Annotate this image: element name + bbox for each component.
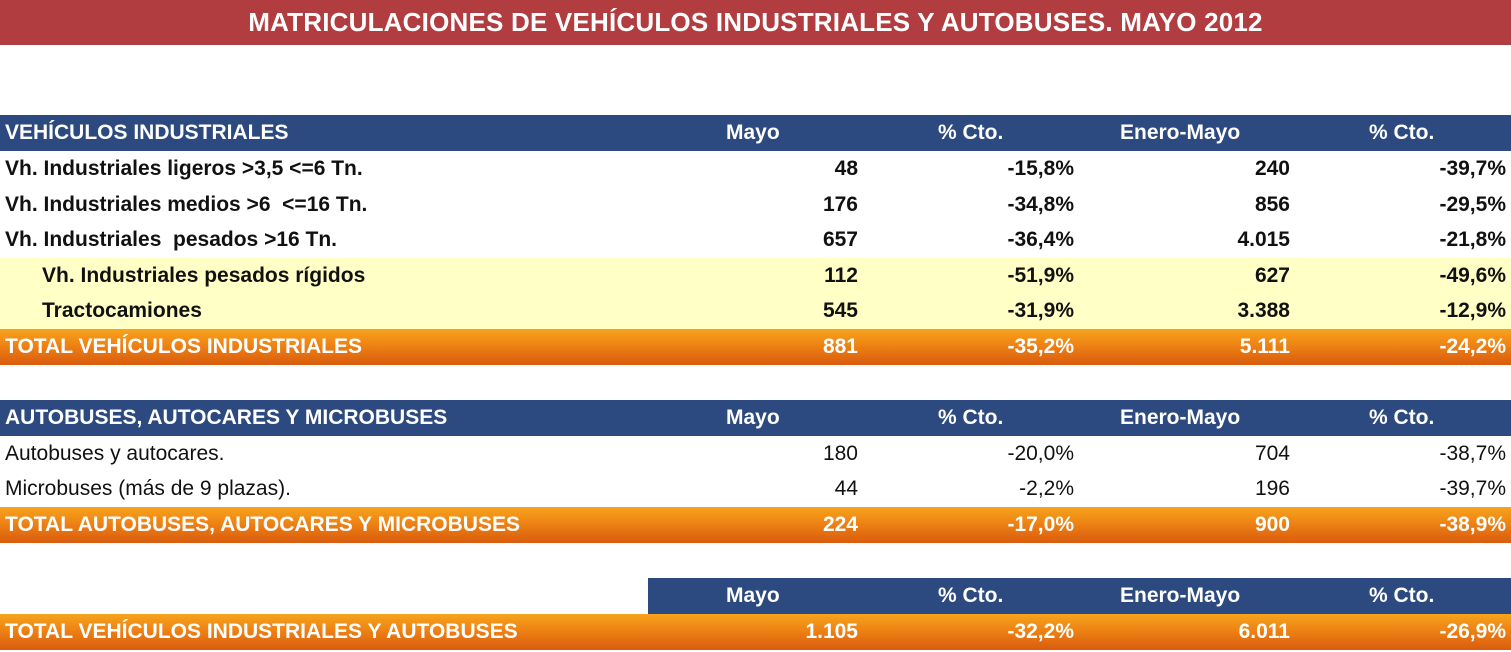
row-label: Autobuses y autocares. [5,442,225,465]
cell-cto-mayo: -31,9% [1007,299,1074,322]
section-header-grand-total: Mayo % Cto. Enero-Mayo % Cto. [648,578,1511,614]
section-header-industriales: VEHÍCULOS INDUSTRIALES Mayo % Cto. Enero… [0,115,1511,151]
row-label: Tractocamiones [42,299,202,322]
row-label: Vh. Industriales pesados >16 Tn. [5,228,338,251]
cell-cto-mayo: -2,2% [1019,477,1074,500]
cell-cto-enero-mayo: -39,7% [1439,477,1506,500]
cell-cto-mayo: -32,2% [1007,620,1074,643]
table-row: Autobuses y autocares. 180 -20,0% 704 -3… [0,436,1511,472]
table-row: Vh. Industriales medios >6 <=16 Tn. 176 … [0,187,1511,223]
cell-cto-enero-mayo: -21,8% [1439,228,1506,251]
cell-enero-mayo: 196 [1254,477,1290,500]
col-header-enero-mayo: Enero-Mayo [1120,406,1241,429]
col-header-mayo: Mayo [726,584,780,607]
cell-mayo: 224 [822,513,858,536]
cell-mayo: 1.105 [805,620,858,643]
table-row: Microbuses (más de 9 plazas). 44 -2,2% 1… [0,471,1511,507]
cell-mayo: 44 [834,477,858,500]
row-label: Vh. Industriales medios >6 <=16 Tn. [5,193,368,216]
col-header-cto-mayo: % Cto. [938,121,1004,144]
col-header-cto-enero-mayo: % Cto. [1369,121,1435,144]
cell-mayo: 545 [822,299,858,322]
col-header-cto-enero-mayo: % Cto. [1369,406,1435,429]
table-row: Vh. Industriales pesados >16 Tn. 657 -36… [0,222,1511,258]
cell-enero-mayo: 3.388 [1237,299,1290,322]
col-header-mayo: Mayo [726,121,780,144]
cell-mayo: 112 [824,264,858,287]
cell-cto-enero-mayo: -49,6% [1439,264,1506,287]
cell-cto-enero-mayo: -26,9% [1439,620,1506,643]
col-header-cto-mayo: % Cto. [938,584,1004,607]
cell-cto-enero-mayo: -38,9% [1439,513,1506,536]
col-header-enero-mayo: Enero-Mayo [1120,121,1241,144]
table-subrow: Tractocamiones 545 -31,9% 3.388 -12,9% [0,293,1511,329]
section-title: VEHÍCULOS INDUSTRIALES [5,121,289,144]
total-row-industriales: TOTAL VEHÍCULOS INDUSTRIALES 881 -35,2% … [0,329,1511,365]
table-row: Vh. Industriales ligeros >3,5 <=6 Tn. 48… [0,151,1511,187]
cell-mayo: 657 [822,228,858,251]
cell-mayo: 48 [834,157,858,180]
cell-cto-mayo: -51,9% [1007,264,1074,287]
cell-cto-enero-mayo: -39,7% [1439,157,1506,180]
col-header-enero-mayo: Enero-Mayo [1120,584,1241,607]
row-label: TOTAL AUTOBUSES, AUTOCARES Y MICROBUSES [5,513,520,536]
cell-cto-mayo: -34,8% [1007,193,1074,216]
cell-enero-mayo: 856 [1254,193,1290,216]
cell-mayo: 176 [822,193,858,216]
total-row-autobuses: TOTAL AUTOBUSES, AUTOCARES Y MICROBUSES … [0,507,1511,543]
cell-enero-mayo: 5.111 [1239,335,1290,358]
row-label: Vh. Industriales pesados rígidos [42,264,366,287]
col-header-cto-mayo: % Cto. [938,406,1004,429]
cell-enero-mayo: 4.015 [1237,228,1290,251]
cell-enero-mayo: 704 [1254,442,1290,465]
cell-cto-mayo: -35,2% [1007,335,1074,358]
row-label: Vh. Industriales ligeros >3,5 <=6 Tn. [5,157,363,180]
grand-total-row: TOTAL VEHÍCULOS INDUSTRIALES Y AUTOBUSES… [0,614,1511,650]
cell-cto-enero-mayo: -24,2% [1439,335,1506,358]
cell-cto-enero-mayo: -12,9% [1439,299,1506,322]
cell-cto-mayo: -36,4% [1007,228,1074,251]
section-header-autobuses: AUTOBUSES, AUTOCARES Y MICROBUSES Mayo %… [0,400,1511,436]
cell-cto-mayo: -20,0% [1007,442,1074,465]
cell-enero-mayo: 6.011 [1238,620,1290,643]
row-label: Microbuses (más de 9 plazas). [5,477,291,500]
row-label: TOTAL VEHÍCULOS INDUSTRIALES Y AUTOBUSES [5,620,518,643]
cell-cto-enero-mayo: -38,7% [1439,442,1506,465]
cell-cto-mayo: -17,0% [1007,513,1074,536]
cell-cto-mayo: -15,8% [1007,157,1074,180]
cell-mayo: 180 [822,442,858,465]
cell-enero-mayo: 240 [1254,157,1290,180]
col-header-cto-enero-mayo: % Cto. [1369,584,1435,607]
col-header-mayo: Mayo [726,406,780,429]
row-label: TOTAL VEHÍCULOS INDUSTRIALES [5,335,363,358]
cell-enero-mayo: 627 [1254,264,1290,287]
page-title: MATRICULACIONES DE VEHÍCULOS INDUSTRIALE… [0,0,1511,45]
cell-mayo: 881 [822,335,858,358]
table-subrow: Vh. Industriales pesados rígidos 112 -51… [0,258,1511,294]
section-title: AUTOBUSES, AUTOCARES Y MICROBUSES [5,406,448,429]
cell-cto-enero-mayo: -29,5% [1439,193,1506,216]
cell-enero-mayo: 900 [1254,513,1290,536]
